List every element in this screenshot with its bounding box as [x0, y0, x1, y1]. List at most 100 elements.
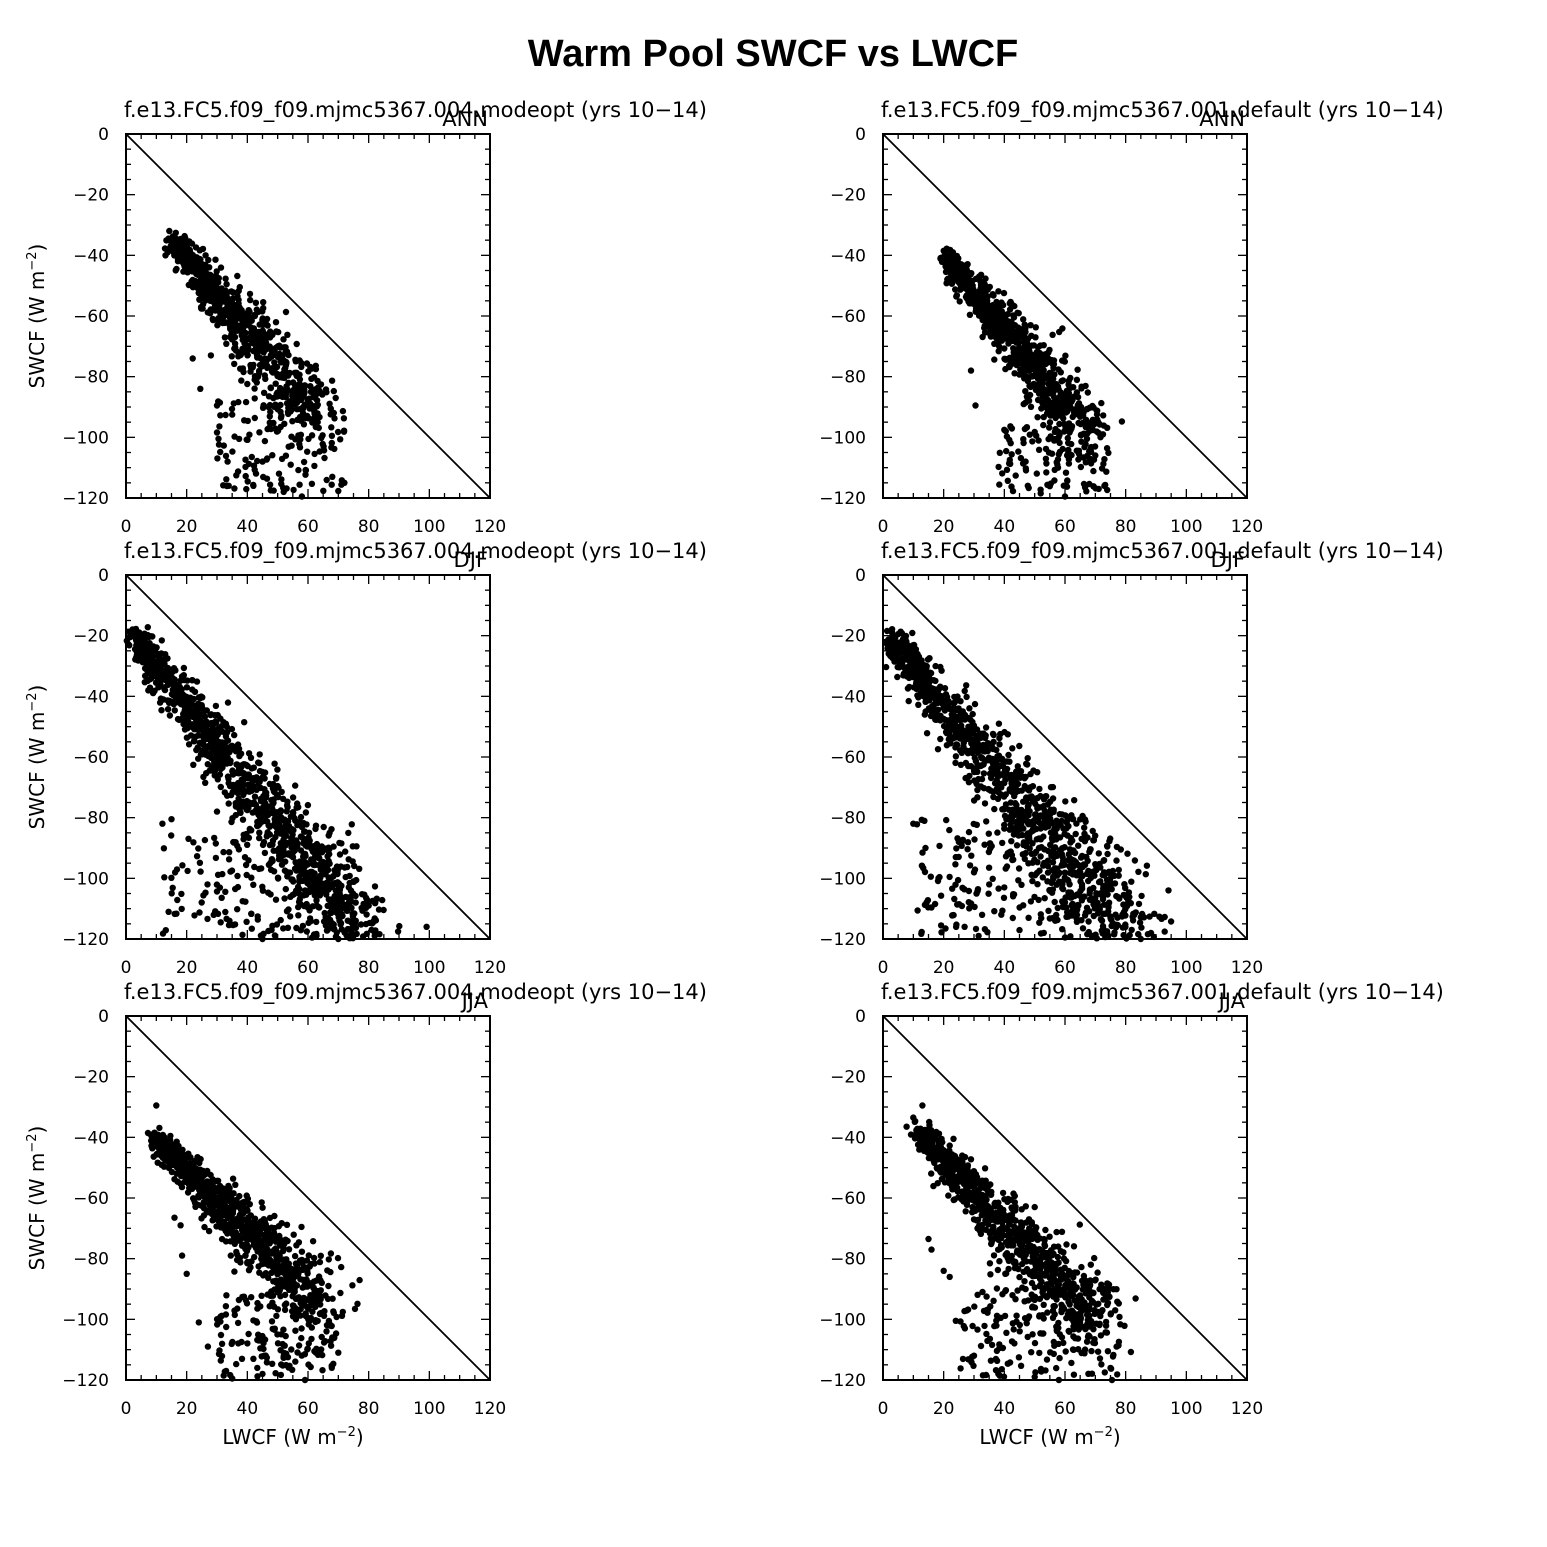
- page-title: Warm Pool SWCF vs LWCF: [528, 33, 1019, 75]
- scatter-point: [222, 908, 229, 916]
- scatter-point: [943, 742, 951, 749]
- scatter-point: [1000, 894, 1008, 901]
- scatter-point: [991, 356, 998, 363]
- scatter-point: [1077, 463, 1085, 471]
- scatter-point: [1002, 791, 1009, 798]
- scatter-point: [1138, 924, 1145, 931]
- scatter-point: [220, 848, 227, 856]
- scatter-point: [1091, 905, 1099, 912]
- scatter-point: [189, 355, 196, 362]
- scatter-point: [953, 293, 960, 300]
- scatter-point: [1068, 423, 1076, 430]
- scatter-point: [144, 624, 151, 631]
- scatter-point: [171, 869, 179, 876]
- x-tick-label: 80: [358, 517, 380, 537]
- scatter-point: [339, 407, 347, 415]
- x-tick-label: 0: [878, 958, 889, 978]
- scatter-point: [961, 923, 968, 930]
- scatter-point: [1043, 410, 1051, 417]
- scatter-point: [937, 712, 944, 719]
- scatter-point: [288, 433, 295, 440]
- scatter-point: [922, 693, 929, 701]
- scatter-point: [250, 482, 257, 489]
- scatter-point: [964, 839, 972, 846]
- scatter-point: [292, 358, 299, 365]
- scatter-point: [1001, 821, 1008, 829]
- scatter-point: [266, 481, 274, 488]
- scatter-point: [1081, 912, 1089, 919]
- scatter-point: [340, 428, 348, 435]
- scatter-point: [251, 863, 258, 871]
- scatter-point: [1075, 456, 1082, 463]
- scatter-point: [975, 288, 983, 295]
- scatter-point: [251, 414, 258, 422]
- x-tick-label: 20: [176, 958, 198, 978]
- scatter-point: [281, 867, 289, 874]
- scatter-point: [226, 849, 233, 856]
- scatter-point: [242, 472, 249, 480]
- scatter-point: [955, 901, 963, 908]
- scatter-point: [1135, 900, 1143, 908]
- scatter-point: [243, 485, 250, 493]
- scatter-point: [1027, 322, 1034, 329]
- scatter-point: [293, 340, 300, 348]
- scatter-points: [882, 626, 1175, 943]
- x-tick-label: 60: [297, 517, 319, 537]
- scatter-point: [966, 311, 974, 318]
- scatter-point: [223, 310, 230, 318]
- scatter-point: [1015, 865, 1023, 872]
- scatter-point: [1060, 420, 1068, 428]
- scatter-point: [983, 818, 990, 825]
- scatter-point: [133, 642, 140, 649]
- scatter-point: [310, 874, 317, 881]
- scatter-point: [262, 343, 269, 350]
- scatter-point: [158, 707, 165, 714]
- scatter-point: [982, 288, 989, 295]
- scatter-point: [266, 413, 273, 420]
- scatter-point: [919, 683, 926, 690]
- chart-panel: f.e13.FC5.f09_f09.mjmc5367.004.modeopt (…: [25, 539, 707, 978]
- x-tick-label: 20: [933, 517, 955, 537]
- scatter-point: [1077, 887, 1084, 895]
- scatter-point: [209, 298, 217, 305]
- scatter-point: [203, 293, 210, 301]
- scatter-point: [1028, 342, 1036, 349]
- scatter-point: [1044, 869, 1052, 876]
- scatter-point: [215, 738, 223, 746]
- scatter-point: [922, 844, 929, 852]
- scatter-point: [183, 734, 191, 741]
- scatter-point: [1147, 929, 1155, 937]
- scatter-point: [197, 303, 205, 311]
- scatter-point: [228, 818, 235, 826]
- scatter-point: [1030, 824, 1037, 832]
- scatter-point: [222, 411, 229, 419]
- scatter-point: [311, 407, 318, 415]
- reference-line: [882, 133, 1248, 499]
- scatter-point: [342, 848, 349, 855]
- scatter-point: [1091, 868, 1098, 875]
- scatter-point: [954, 741, 961, 749]
- scatter-point: [923, 662, 930, 670]
- scatter-point: [1010, 891, 1017, 898]
- scatter-point: [282, 386, 289, 393]
- scatter-point: [1026, 845, 1033, 852]
- scatter-point: [213, 808, 221, 815]
- scatter-point: [1054, 409, 1062, 416]
- scatter-point: [322, 869, 329, 876]
- scatter-point: [1105, 449, 1112, 457]
- scatter-point: [949, 912, 956, 919]
- scatter-point: [1065, 877, 1072, 885]
- scatter-point: [1046, 419, 1054, 426]
- scatter-point: [900, 637, 907, 645]
- scatter-point: [197, 868, 204, 875]
- scatter-point: [957, 286, 964, 293]
- scatter-point: [321, 845, 329, 852]
- scatter-point: [218, 285, 225, 292]
- x-tick-label: 100: [413, 958, 445, 978]
- scatter-point: [1010, 831, 1018, 838]
- scatter-point: [980, 770, 988, 777]
- scatter-point: [156, 678, 164, 686]
- scatter-point: [240, 761, 247, 768]
- scatter-point: [995, 463, 1002, 471]
